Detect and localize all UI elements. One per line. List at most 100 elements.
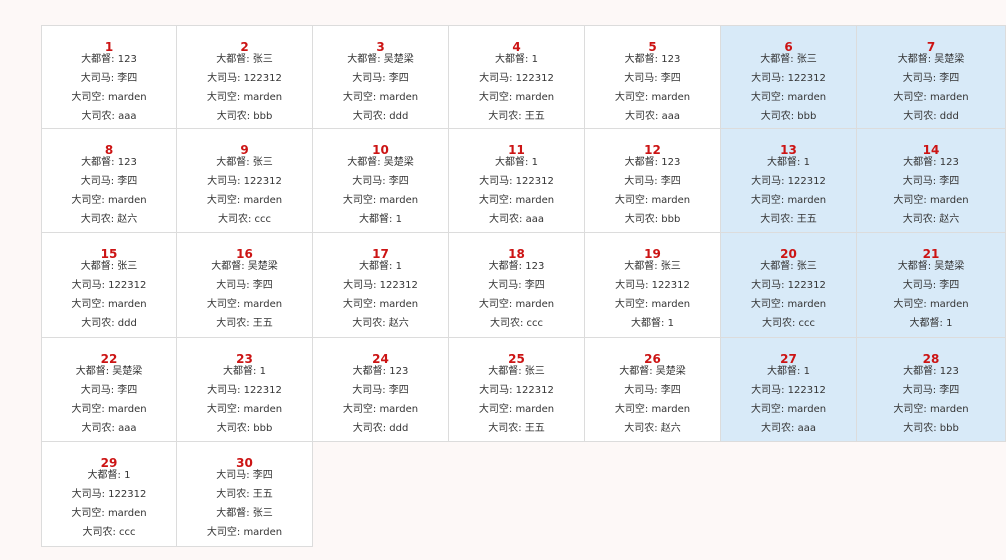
day-number: 22 [100, 352, 118, 366]
duty-entry: 大司农: 赵六 [902, 214, 960, 225]
day-cell[interactable]: 18 大都督: 123 大司马: 李四 大司空: marden 大司农: ccc [449, 233, 585, 338]
duty-entry: 大都督: 123 [903, 157, 959, 168]
day-cell[interactable]: 22 大都督: 吴楚梁 大司马: 李四 大司空: marden 大司农: aaa [41, 338, 177, 442]
day-cell[interactable]: 10 大都督: 吴楚梁 大司马: 李四 大司空: marden 大都督: 1 [313, 129, 449, 233]
day-cell[interactable]: 15 大都督: 张三 大司马: 122312 大司空: marden 大司农: ddd [41, 233, 177, 338]
duty-entry: 大司马: 李四 [352, 176, 409, 187]
day-number: 30 [236, 456, 253, 470]
duty-entry: 大司农: aaa [81, 423, 137, 434]
day-number: 11 [508, 143, 525, 157]
day-cell[interactable]: 6 大都督: 张三 大司马: 122312 大司空: marden 大司农: bbb [721, 25, 857, 129]
day-number: 2 [240, 40, 249, 54]
day-cell[interactable]: 23 大都督: 1 大司马: 122312 大司空: marden 大司农: bbb [177, 338, 313, 442]
duty-entry: 大司马: 122312 [751, 73, 826, 84]
duty-entry: 大司农: 赵六 [352, 318, 409, 329]
duty-entry: 大司农: bbb [624, 214, 681, 225]
duty-entry: 大司马: 122312 [751, 280, 826, 291]
day-number: 28 [922, 352, 940, 366]
day-cell[interactable]: 3 大都督: 吴楚梁 大司马: 李四 大司空: marden 大司农: ddd [313, 25, 449, 129]
duty-entry: 大都督: 吴楚梁 [897, 261, 965, 272]
duty-entry: 大司农: 王五 [216, 489, 273, 500]
duty-entry: 大都督: 123 [903, 366, 959, 377]
duty-entry: 大司空: marden [71, 92, 147, 103]
duty-entry: 大司空: marden [478, 195, 555, 206]
day-cell[interactable]: 19 大都督: 张三 大司马: 122312 大司空: marden 大都督: 1 [585, 233, 721, 338]
duty-entry: 大司马: 李四 [80, 176, 138, 187]
duty-entry: 大司马: 李四 [902, 176, 960, 187]
duty-entry: 大司空: marden [71, 299, 147, 310]
duty-entry: 大司农: 王五 [760, 214, 817, 225]
day-number: 19 [644, 247, 661, 261]
day-cell[interactable]: 27 大都督: 1 大司马: 122312 大司空: marden 大司农: aaa [721, 338, 857, 442]
day-cell[interactable]: 14 大都督: 123 大司马: 李四 大司空: marden 大司农: 赵六 [857, 129, 1006, 233]
duty-entry: 大司农: ddd [352, 423, 409, 434]
duty-entry: 大司空: marden [750, 92, 827, 103]
duty-entry: 大司农: ccc [82, 527, 136, 538]
day-number: 5 [648, 40, 657, 54]
day-cell[interactable]: 4 大都督: 1 大司马: 122312 大司空: marden 大司农: 王五 [449, 25, 585, 129]
duty-entry: 大司空: marden [478, 299, 555, 310]
day-cell[interactable]: 11 大都督: 1 大司马: 122312 大司空: marden 大司农: aaa [449, 129, 585, 233]
duty-entry: 大司马: 122312 [751, 385, 826, 396]
duty-entry: 大都督: 1 [223, 366, 266, 377]
duty-entry: 大司马: 李四 [80, 385, 138, 396]
day-cell[interactable]: 1 大都督: 123 大司马: 李四 大司空: marden 大司农: aaa [41, 25, 177, 129]
duty-entry: 大司马: 李四 [488, 280, 545, 291]
duty-entry: 大司农: bbb [216, 111, 273, 122]
duty-entry: 大司马: 李四 [902, 385, 960, 396]
duty-entry: 大司空: marden [614, 299, 691, 310]
duty-entry: 大都督: 1 [495, 157, 538, 168]
duty-entry: 大都督: 123 [624, 157, 681, 168]
duty-entry: 大司农: aaa [489, 214, 544, 225]
duty-entry: 大司农: 赵六 [80, 214, 138, 225]
day-cell[interactable]: 7 大都督: 吴楚梁 大司马: 李四 大司空: marden 大司农: ddd [857, 25, 1006, 129]
duty-entry: 大都督: 张三 [216, 508, 273, 519]
duty-entry: 大司农: ccc [761, 318, 816, 329]
duty-entry: 大司空: marden [614, 404, 691, 415]
duty-entry: 大司农: ddd [903, 111, 959, 122]
day-number: 9 [240, 143, 249, 157]
day-cell[interactable]: 20 大都督: 张三 大司马: 122312 大司空: marden 大司农: ccc [721, 233, 857, 338]
duty-entry: 大司马: 122312 [71, 280, 147, 291]
day-cell[interactable]: 16 大都督: 吴楚梁 大司马: 李四 大司空: marden 大司农: 王五 [177, 233, 313, 338]
duty-entry: 大司空: marden [342, 195, 419, 206]
duty-entry: 大司空: marden [893, 299, 969, 310]
day-cell[interactable]: 26 大都督: 吴楚梁 大司马: 李四 大司空: marden 大司农: 赵六 [585, 338, 721, 442]
duty-entry: 大司马: 122312 [479, 176, 554, 187]
day-number: 26 [644, 352, 661, 366]
duty-entry: 大都督: 吴楚梁 [211, 261, 278, 272]
day-number: 18 [508, 247, 525, 261]
day-cell[interactable]: 12 大都督: 123 大司马: 李四 大司空: marden 大司农: bbb [585, 129, 721, 233]
day-cell[interactable]: 25 大都督: 张三 大司马: 122312 大司空: marden 大司农: 王五 [449, 338, 585, 442]
duty-entry: 大都督: 123 [81, 157, 137, 168]
day-cell[interactable]: 9 大都督: 张三 大司马: 122312 大司空: marden 大司农: ccc [177, 129, 313, 233]
day-cell[interactable]: 8 大都督: 123 大司马: 李四 大司空: marden 大司农: 赵六 [41, 129, 177, 233]
duty-entry: 大都督: 张三 [80, 261, 138, 272]
duty-entry: 大司马: 李四 [352, 385, 409, 396]
day-cell[interactable]: 29 大都督: 1 大司马: 122312 大司空: marden 大司农: ccc [41, 442, 177, 547]
duty-entry: 大都督: 123 [81, 54, 137, 65]
day-number: 12 [644, 143, 661, 157]
duty-entry: 大司马: 122312 [479, 73, 554, 84]
duty-entry: 大司空: marden [206, 404, 283, 415]
day-cell[interactable]: 13 大都督: 1 大司马: 122312 大司空: marden 大司农: 王五 [721, 129, 857, 233]
duty-entry: 大都督: 张三 [760, 54, 817, 65]
day-cell[interactable]: 2 大都督: 张三 大司马: 122312 大司空: marden 大司农: bbb [177, 25, 313, 129]
duty-entry: 大都督: 张三 [760, 261, 817, 272]
day-number: 1 [104, 40, 114, 54]
day-cell[interactable]: 17 大都督: 1 大司马: 122312 大司空: marden 大司农: 赵六 [313, 233, 449, 338]
duty-entry: 大司农: ccc [489, 318, 544, 329]
duty-entry: 大都督: 1 [359, 214, 402, 225]
duty-entry: 大司农: ddd [352, 111, 409, 122]
day-cell[interactable]: 30 大司马: 李四 大司农: 王五 大都督: 张三 大司空: marden [177, 442, 313, 547]
duty-entry: 大司农: bbb [903, 423, 959, 434]
duty-entry: 大都督: 123 [352, 366, 409, 377]
duty-entry: 大司空: marden [750, 404, 827, 415]
duty-entry: 大司农: bbb [216, 423, 273, 434]
day-cell[interactable]: 28 大都督: 123 大司马: 李四 大司空: marden 大司农: bbb [857, 338, 1006, 442]
day-cell[interactable]: 5 大都督: 123 大司马: 李四 大司空: marden 大司农: aaa [585, 25, 721, 129]
duty-entry: 大司农: ddd [81, 318, 137, 329]
day-cell[interactable]: 21 大都督: 吴楚梁 大司马: 李四 大司空: marden 大都督: 1 [857, 233, 1006, 338]
duty-entry: 大司马: 李四 [216, 280, 273, 291]
day-cell[interactable]: 24 大都督: 123 大司马: 李四 大司空: marden 大司农: ddd [313, 338, 449, 442]
